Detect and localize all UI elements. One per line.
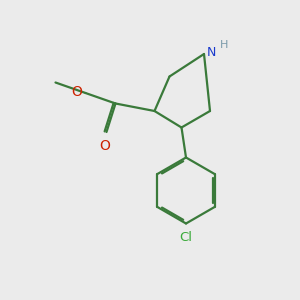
Text: Cl: Cl	[179, 231, 193, 244]
Text: O: O	[72, 85, 83, 98]
Text: O: O	[100, 140, 110, 154]
Text: N: N	[206, 46, 216, 59]
Text: H: H	[220, 40, 228, 50]
